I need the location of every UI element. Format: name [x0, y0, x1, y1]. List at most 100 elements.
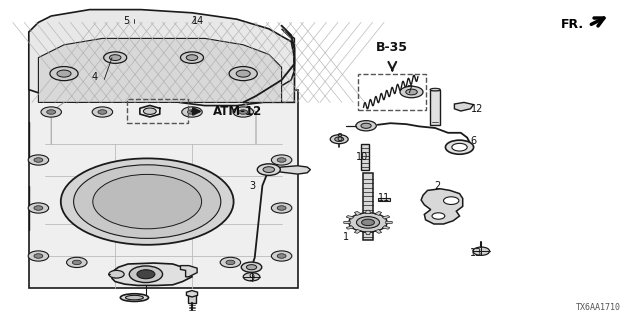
Circle shape	[263, 167, 275, 172]
Polygon shape	[374, 229, 381, 233]
Circle shape	[335, 137, 344, 141]
Ellipse shape	[125, 295, 143, 300]
Circle shape	[349, 213, 387, 232]
Polygon shape	[112, 263, 192, 285]
Text: 10: 10	[355, 152, 368, 162]
Circle shape	[28, 251, 49, 261]
Circle shape	[104, 52, 127, 63]
Bar	[29, 90, 298, 288]
Bar	[358, 74, 426, 110]
Bar	[361, 144, 369, 170]
Circle shape	[109, 55, 121, 60]
Polygon shape	[454, 102, 474, 111]
Circle shape	[92, 107, 113, 117]
Text: TX6AA1710: TX6AA1710	[576, 303, 621, 312]
Text: 9: 9	[248, 273, 255, 284]
Bar	[363, 173, 373, 240]
Circle shape	[57, 70, 71, 77]
Polygon shape	[344, 221, 350, 224]
Circle shape	[229, 67, 257, 81]
Polygon shape	[421, 189, 463, 224]
Circle shape	[34, 206, 43, 210]
Circle shape	[34, 254, 43, 258]
Polygon shape	[180, 266, 197, 277]
Circle shape	[47, 110, 56, 114]
Ellipse shape	[120, 294, 148, 301]
Circle shape	[239, 110, 248, 114]
Circle shape	[277, 158, 286, 162]
Ellipse shape	[430, 88, 440, 91]
Circle shape	[452, 143, 467, 151]
Bar	[378, 198, 390, 201]
Polygon shape	[365, 231, 371, 235]
Circle shape	[361, 123, 371, 128]
Circle shape	[246, 265, 257, 270]
Circle shape	[233, 107, 253, 117]
Polygon shape	[386, 221, 392, 224]
Polygon shape	[355, 229, 362, 233]
Polygon shape	[382, 226, 390, 229]
Circle shape	[271, 155, 292, 165]
Circle shape	[74, 165, 221, 238]
Circle shape	[143, 270, 164, 280]
Circle shape	[445, 140, 474, 154]
Circle shape	[400, 86, 423, 98]
Text: FR.: FR.	[561, 18, 584, 30]
Text: 6: 6	[470, 136, 477, 146]
Text: 14: 14	[192, 16, 205, 26]
Text: B-35: B-35	[376, 41, 408, 54]
Circle shape	[34, 158, 43, 162]
Text: 2: 2	[434, 180, 440, 191]
Bar	[127, 99, 188, 123]
Circle shape	[182, 107, 202, 117]
Polygon shape	[29, 10, 294, 106]
Circle shape	[72, 260, 81, 265]
Text: 1: 1	[342, 232, 349, 242]
Polygon shape	[374, 212, 381, 215]
Circle shape	[406, 89, 417, 95]
Circle shape	[137, 270, 155, 279]
Circle shape	[220, 257, 241, 268]
Text: 5: 5	[124, 16, 130, 26]
Circle shape	[186, 55, 198, 60]
Text: ATM-12: ATM-12	[213, 105, 262, 118]
Circle shape	[226, 260, 235, 265]
Circle shape	[444, 197, 459, 204]
Circle shape	[432, 213, 445, 219]
Circle shape	[93, 174, 202, 229]
Circle shape	[98, 110, 107, 114]
Circle shape	[271, 251, 292, 261]
Circle shape	[257, 164, 280, 175]
Circle shape	[109, 270, 124, 278]
Polygon shape	[346, 226, 354, 229]
Polygon shape	[365, 210, 371, 213]
Bar	[430, 90, 440, 125]
Polygon shape	[186, 291, 198, 297]
Circle shape	[271, 203, 292, 213]
Circle shape	[129, 266, 163, 283]
Polygon shape	[38, 38, 282, 102]
Circle shape	[277, 206, 286, 210]
Text: 7: 7	[406, 84, 413, 95]
Circle shape	[243, 273, 260, 281]
Circle shape	[236, 70, 250, 77]
Polygon shape	[382, 216, 390, 219]
Polygon shape	[243, 29, 294, 102]
Polygon shape	[269, 166, 310, 174]
Circle shape	[50, 67, 78, 81]
Circle shape	[330, 135, 348, 144]
Polygon shape	[346, 216, 354, 219]
Bar	[188, 294, 196, 303]
Text: 12: 12	[470, 104, 483, 114]
Circle shape	[277, 254, 286, 258]
Circle shape	[188, 110, 196, 114]
Circle shape	[61, 158, 234, 245]
Circle shape	[143, 108, 156, 115]
Circle shape	[241, 262, 262, 272]
Circle shape	[180, 52, 204, 63]
Circle shape	[28, 203, 49, 213]
Text: 13: 13	[470, 248, 483, 258]
Circle shape	[149, 273, 158, 277]
Text: 11: 11	[378, 193, 390, 204]
Text: 4: 4	[92, 72, 98, 82]
